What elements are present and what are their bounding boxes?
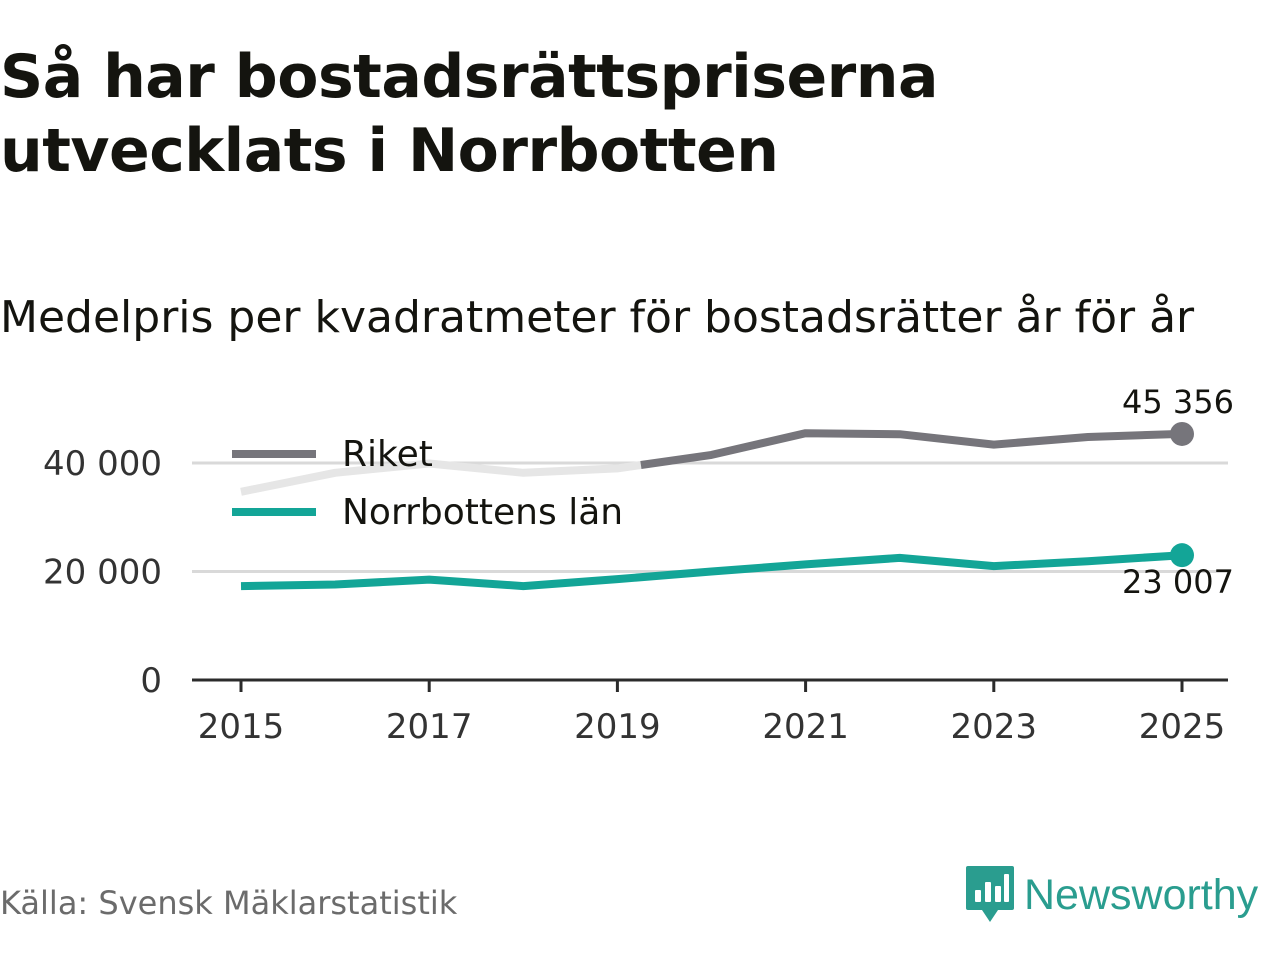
label-layer: 45 356 23 007 bbox=[1122, 383, 1234, 601]
end-point-riket bbox=[1170, 421, 1194, 446]
legend-label-norrbotten: Norrbottens län bbox=[342, 492, 623, 533]
source-note: Källa: Svensk Mäklarstatistik bbox=[0, 884, 458, 922]
end-point-norrbotten bbox=[1170, 543, 1194, 568]
series-line-riket bbox=[640, 429, 1183, 469]
y-tick-label: 40 000 bbox=[43, 444, 162, 484]
x-tick-label: 2015 bbox=[198, 707, 285, 747]
brand-name: Newsworthy bbox=[1024, 870, 1259, 919]
series-line-riket-faded bbox=[240, 459, 642, 496]
chart-subtitle: Medelpris per kvadratmeter för bostadsrä… bbox=[0, 292, 1195, 343]
x-tick-label: 2019 bbox=[574, 707, 661, 747]
axis-layer: 0 20 000 40 000 2015 2017 2019 2021 2023 2025 bbox=[43, 444, 1228, 747]
newsworthy-logo-icon bbox=[966, 866, 1014, 922]
page-title: Så har bostadsrättspriserna utvecklats i… bbox=[0, 42, 938, 186]
data-label-riket: 45 356 bbox=[1122, 383, 1234, 421]
legend: Riket Norrbottens län bbox=[232, 434, 623, 533]
brand-logo[interactable]: Newsworthy bbox=[964, 862, 1258, 928]
series-line-norrbotten bbox=[240, 551, 1183, 591]
data-label-norrbotten: 23 007 bbox=[1122, 563, 1234, 601]
line-layer bbox=[240, 421, 1194, 591]
x-tick-label: 2021 bbox=[762, 707, 849, 747]
x-tick-label: 2017 bbox=[386, 707, 473, 747]
y-tick-label: 20 000 bbox=[43, 553, 162, 593]
x-tick-label: 2023 bbox=[951, 707, 1038, 747]
y-tick-label: 0 bbox=[140, 661, 162, 701]
x-tick-label: 2025 bbox=[1139, 707, 1226, 747]
legend-label-riket: Riket bbox=[342, 434, 433, 475]
